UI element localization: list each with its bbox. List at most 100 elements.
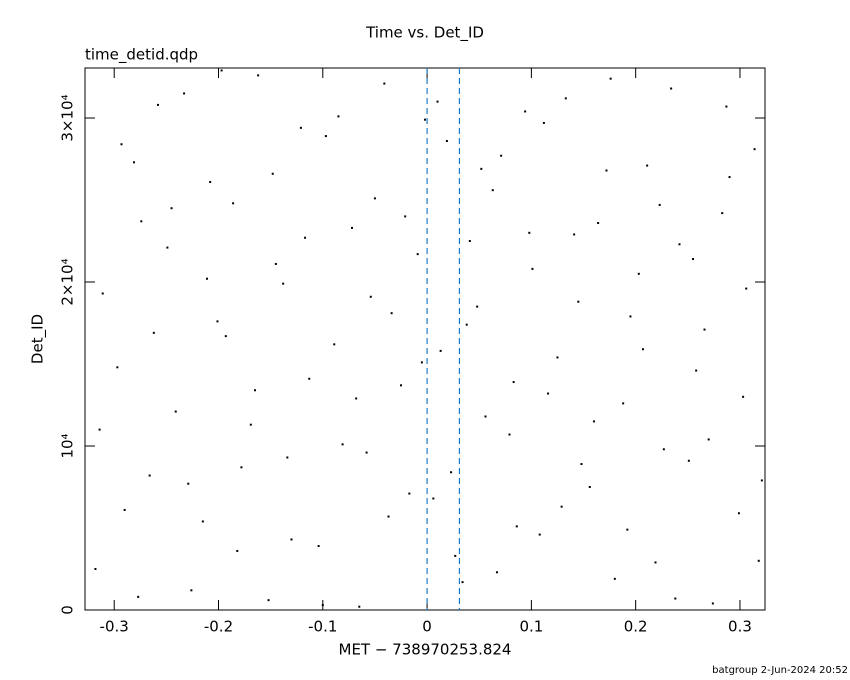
point [454,554,457,557]
point [190,589,193,592]
point [465,323,468,326]
point [365,451,368,454]
point [626,528,629,531]
point [400,384,403,387]
footer: batgroup 2-Jun-2024 20:52 [712,665,848,676]
point [383,82,386,85]
point [254,389,256,392]
point [183,92,186,95]
point [94,568,97,571]
x-tick-label: 0.3 [728,618,752,636]
point [547,392,550,395]
point [605,169,608,172]
point [592,420,595,423]
point [468,240,471,243]
point [232,202,235,205]
point [140,220,143,223]
point [515,525,518,528]
point [646,164,649,167]
point [216,320,219,323]
point [609,77,612,80]
point [461,581,464,584]
point [495,571,498,574]
point [480,167,483,170]
point [484,415,487,418]
point [491,189,494,192]
point [432,497,435,500]
plot-frame [84,67,766,611]
point [206,277,209,280]
point [267,599,270,602]
point [695,369,698,372]
point [324,135,327,138]
point [560,505,563,508]
point [556,356,559,359]
point [304,236,307,239]
point [737,512,740,515]
x-tick-label: 0.2 [624,618,648,636]
point [721,212,724,215]
point [416,253,419,256]
point [703,328,706,331]
point [760,479,763,482]
point [725,105,728,108]
point [170,207,173,210]
y-tick-label: 0 [59,605,77,615]
point [98,428,101,431]
point [321,604,324,607]
point [341,443,344,446]
point [236,549,239,552]
point [337,115,340,118]
point [317,545,320,548]
point [577,300,580,303]
point [308,377,311,380]
point [542,121,545,124]
point [390,312,393,315]
point [658,203,661,206]
x-tick-label: -0.2 [204,618,233,636]
point [508,433,511,436]
point [224,335,227,338]
y-axis-label: Det_ID [29,314,48,364]
point [404,215,407,218]
point [290,538,293,541]
point [538,533,541,536]
point [674,597,677,600]
point [358,605,361,608]
point [133,161,136,164]
point [524,110,527,113]
point [597,221,600,224]
point [580,463,583,466]
y-tick-label: 2×10⁴ [59,258,77,305]
point [120,143,123,146]
point [166,246,169,249]
point [369,295,372,298]
point [528,231,531,234]
point [240,466,243,469]
point [123,508,126,511]
point [373,197,376,200]
point [408,492,411,495]
point [654,561,657,564]
x-axis-label: MET − 738970253.824 [339,641,512,659]
point [753,148,756,151]
point [157,103,160,106]
point [299,126,302,129]
point [564,97,567,100]
point [350,226,353,229]
point [282,282,285,285]
point [476,305,479,308]
point [286,456,289,459]
point [152,331,155,334]
point [742,395,745,398]
point [220,69,223,72]
point [355,397,358,400]
point [573,233,576,236]
point [209,180,212,183]
point [637,272,640,275]
point [420,361,423,364]
point [174,410,177,413]
point [436,100,439,103]
